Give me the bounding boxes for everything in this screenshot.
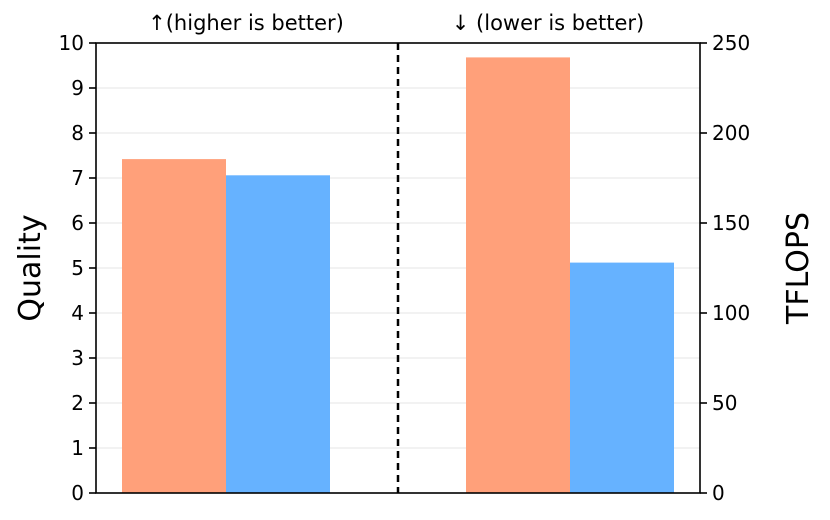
bar-panel2-series2 [570,262,674,493]
y-left-tick-label: 7 [71,166,84,190]
panel-title-left: ↑(higher is better) [148,11,344,35]
y-right-tick-label: 200 [712,121,750,145]
y-axis-right-label: TFLOPS [781,212,816,325]
y-right-tick-label: 100 [712,301,750,325]
y-left-tick-label: 3 [71,346,84,370]
y-left-tick-label: 9 [71,76,84,100]
bars [122,57,674,494]
bar-panel1-series2 [226,175,330,494]
y-left-tick-label: 8 [71,121,84,145]
y-left-tick-label: 6 [71,211,84,235]
y-right-tick-label: 250 [712,31,750,55]
y-left-tick-label: 5 [71,256,84,280]
y-axis-left-label: Quality [13,214,48,321]
bar-panel1-series1 [122,159,226,493]
bar-panel2-series1 [466,57,570,494]
panel-title-right: ↓ (lower is better) [452,11,644,35]
y-left-tick-label: 2 [71,391,84,415]
y-right-tick-label: 0 [712,481,725,505]
y-left-tick-label: 1 [71,436,84,460]
y-left-tick-label: 10 [59,31,84,55]
y-right-tick-label: 150 [712,211,750,235]
y-right-tick-label: 50 [712,391,737,415]
y-left-tick-label: 4 [71,301,84,325]
y-left-tick-label: 0 [71,481,84,505]
